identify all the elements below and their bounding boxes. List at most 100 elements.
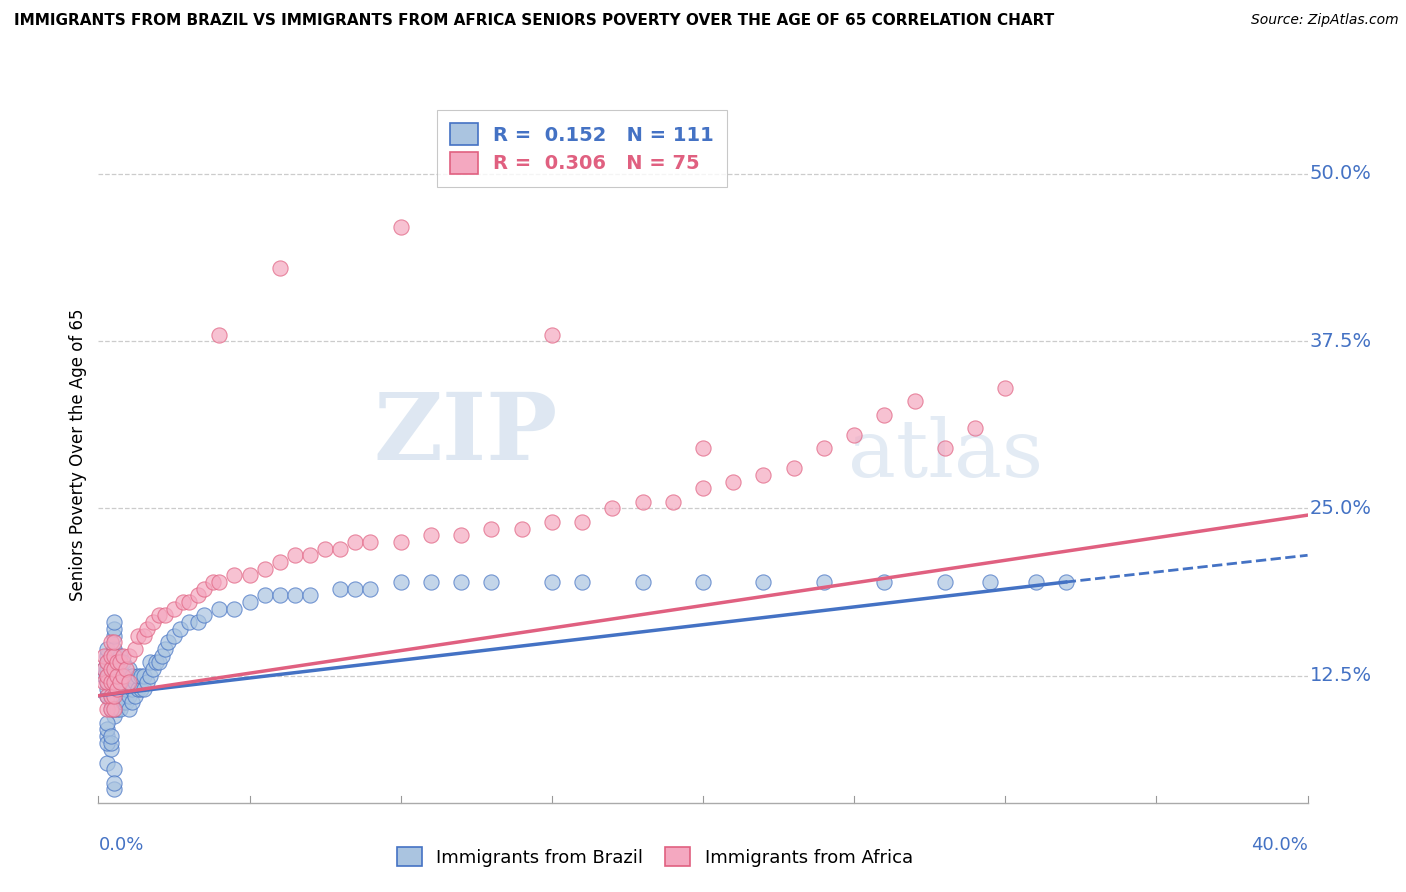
Point [540,515,562,529]
Point [132,669,155,683]
Point [156,635,179,649]
Point [103,689,125,703]
Point [103,648,125,663]
Point [100,689,122,703]
Point [121,696,143,710]
Point [481,575,503,590]
Point [96,715,118,730]
Text: 12.5%: 12.5% [1310,666,1372,685]
Point [103,689,125,703]
Point [873,575,896,590]
Point [269,589,291,603]
Point [269,260,291,275]
Point [253,562,276,576]
Point [132,681,155,696]
Point [103,702,125,716]
Point [111,655,134,669]
Point [127,669,149,683]
Point [100,702,122,716]
Point [540,327,562,342]
Point [782,461,804,475]
Point [108,675,131,690]
Point [187,589,209,603]
Point [139,655,162,669]
Point [934,575,956,590]
Point [344,582,367,596]
Point [360,535,382,549]
Point [103,622,125,636]
Point [692,482,714,496]
Point [129,669,152,683]
Point [96,655,118,669]
Point [105,669,128,683]
Point [142,615,165,630]
Point [510,521,533,535]
Point [103,675,125,690]
Point [111,696,134,710]
Point [153,642,176,657]
Point [187,615,209,630]
Point [108,702,131,716]
Text: ZIP: ZIP [374,389,558,479]
Point [96,655,118,669]
Text: 0.0%: 0.0% [98,836,143,855]
Point [208,327,231,342]
Point [100,655,122,669]
Point [602,501,624,516]
Point [721,475,744,489]
Point [103,775,125,790]
Point [631,494,654,508]
Point [1054,575,1077,590]
Point [118,662,141,676]
Point [103,628,125,642]
Point [103,662,125,676]
Point [105,681,128,696]
Point [103,681,125,696]
Point [540,575,562,590]
Point [450,575,472,590]
Point [108,662,131,676]
Point [631,575,654,590]
Point [108,655,131,669]
Point [139,669,162,683]
Point [105,675,128,690]
Point [284,548,307,563]
Point [96,756,118,770]
Point [124,675,146,690]
Point [752,467,775,482]
Point [253,589,276,603]
Point [571,575,593,590]
Point [111,675,134,690]
Point [148,608,170,623]
Point [105,689,128,703]
Point [114,662,136,676]
Point [108,648,131,663]
Point [118,689,141,703]
Point [269,555,291,569]
Point [111,681,134,696]
Point [224,568,246,582]
Point [208,602,231,616]
Point [93,669,115,683]
Point [1024,575,1046,590]
Point [96,702,118,716]
Point [96,669,118,683]
Point [100,662,122,676]
Text: 37.5%: 37.5% [1310,332,1372,351]
Point [813,575,835,590]
Point [994,381,1017,395]
Point [169,622,191,636]
Point [100,669,122,683]
Point [103,669,125,683]
Point [105,655,128,669]
Point [904,394,927,409]
Point [193,582,215,596]
Point [96,723,118,737]
Point [481,521,503,535]
Point [163,628,186,642]
Point [239,595,262,609]
Point [163,602,186,616]
Point [100,675,122,690]
Point [100,648,122,663]
Point [103,762,125,776]
